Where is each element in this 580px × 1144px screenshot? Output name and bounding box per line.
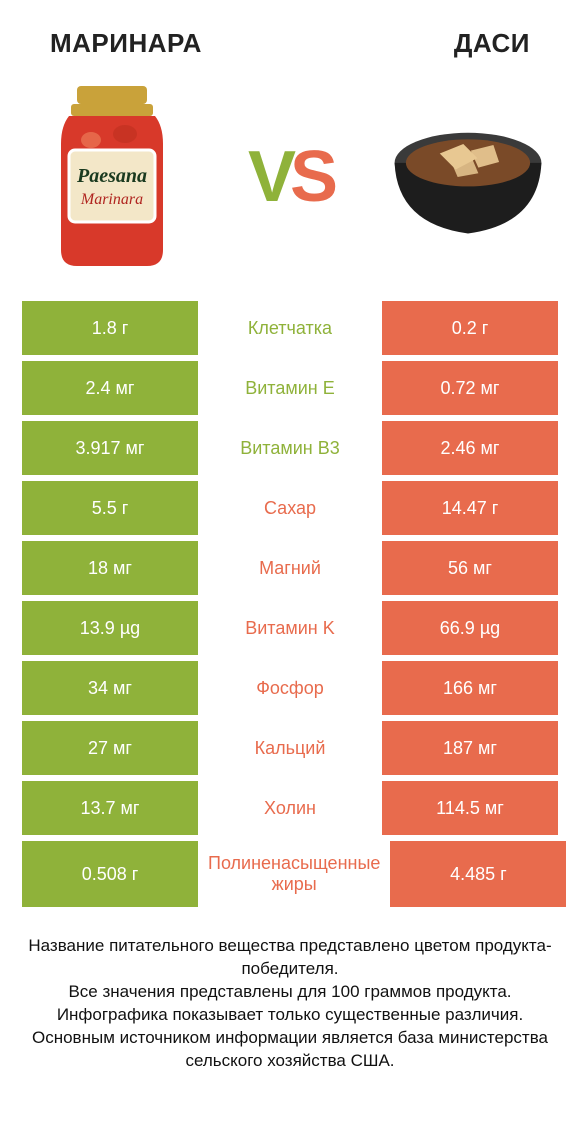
nutrient-name: Фосфор (204, 661, 376, 715)
nutrient-name: Клетчатка (204, 301, 376, 355)
footnote-line: Все значения представлены для 100 граммо… (28, 981, 552, 1004)
vs-v: V (248, 137, 290, 217)
value-right: 56 мг (382, 541, 558, 595)
title-right: ДАСИ (454, 28, 530, 59)
footnote-line: Название питательного вещества представл… (28, 935, 552, 981)
value-left: 34 мг (22, 661, 198, 715)
value-right: 187 мг (382, 721, 558, 775)
footnote: Название питательного вещества представл… (22, 935, 558, 1101)
vs-s: S (290, 137, 332, 217)
table-row: 1.8 гКлетчатка0.2 г (22, 301, 558, 355)
value-left: 18 мг (22, 541, 198, 595)
nutrient-name: Кальций (204, 721, 376, 775)
table-row: 2.4 мгВитамин E0.72 мг (22, 361, 558, 415)
value-left: 13.9 µg (22, 601, 198, 655)
value-left: 13.7 мг (22, 781, 198, 835)
title-left: МАРИНАРА (50, 28, 202, 59)
table-row: 13.9 µgВитамин K66.9 µg (22, 601, 558, 655)
table-row: 34 мгФосфор166 мг (22, 661, 558, 715)
value-right: 14.47 г (382, 481, 558, 535)
value-right: 0.72 мг (382, 361, 558, 415)
value-left: 5.5 г (22, 481, 198, 535)
table-row: 5.5 гСахар14.47 г (22, 481, 558, 535)
nutrient-name: Витамин E (204, 361, 376, 415)
table-row: 0.508 гПолиненасыщенные жиры4.485 г (22, 841, 558, 907)
svg-text:Marinara: Marinara (80, 191, 143, 208)
value-right: 2.46 мг (382, 421, 558, 475)
nutrient-name: Сахар (204, 481, 376, 535)
value-right: 4.485 г (390, 841, 566, 907)
value-right: 166 мг (382, 661, 558, 715)
bowl-icon (388, 107, 548, 247)
infographic-container: МАРИНАРА ДАСИ Paesana Marinara VS (0, 0, 580, 1144)
nutrient-table: 1.8 гКлетчатка0.2 г 2.4 мгВитамин E0.72 м… (22, 301, 558, 907)
nutrient-name: Витамин B3 (204, 421, 376, 475)
value-left: 1.8 г (22, 301, 198, 355)
jar-icon: Paesana Marinara (47, 82, 177, 272)
nutrient-name: Витамин K (204, 601, 376, 655)
header: МАРИНАРА ДАСИ (22, 28, 558, 77)
footnote-line: Инфографика показывает только существенн… (28, 1004, 552, 1027)
svg-text:Paesana: Paesana (76, 165, 147, 187)
footnote-line: Основным источником информации является … (28, 1027, 552, 1073)
nutrient-name: Холин (204, 781, 376, 835)
table-row: 27 мгКальций187 мг (22, 721, 558, 775)
table-row: 3.917 мгВитамин B32.46 мг (22, 421, 558, 475)
value-right: 66.9 µg (382, 601, 558, 655)
marinara-jar-image: Paesana Marinara (32, 77, 192, 277)
value-left: 27 мг (22, 721, 198, 775)
dashi-bowl-image (388, 77, 548, 277)
nutrient-name: Полиненасыщенные жиры (204, 841, 384, 907)
value-left: 0.508 г (22, 841, 198, 907)
hero-row: Paesana Marinara VS (22, 77, 558, 301)
value-right: 0.2 г (382, 301, 558, 355)
value-left: 2.4 мг (22, 361, 198, 415)
value-left: 3.917 мг (22, 421, 198, 475)
table-row: 18 мгМагний56 мг (22, 541, 558, 595)
value-right: 114.5 мг (382, 781, 558, 835)
nutrient-name: Магний (204, 541, 376, 595)
table-row: 13.7 мгХолин114.5 мг (22, 781, 558, 835)
vs-label: VS (248, 136, 332, 218)
